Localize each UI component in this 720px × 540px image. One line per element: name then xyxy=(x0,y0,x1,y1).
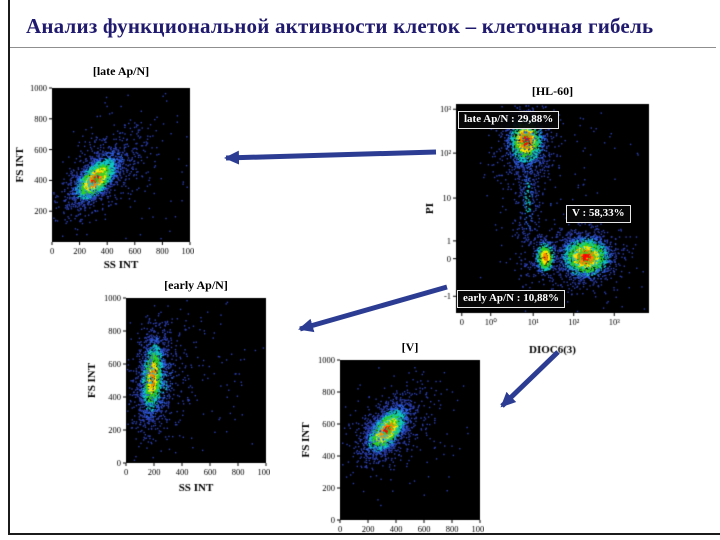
flow-plot-early-apn: [early Ap/N] xyxy=(86,278,270,504)
arrow-to-v xyxy=(500,350,560,408)
scatter-canvas-hl60 xyxy=(424,100,655,359)
plot-title-v: [V] xyxy=(401,340,419,354)
scatter-canvas-late-apn xyxy=(14,80,194,280)
slide-title: Анализ функциональной активности клеток … xyxy=(26,14,654,38)
scatter-canvas-early-apn xyxy=(86,294,270,504)
slide-left-border xyxy=(8,0,10,535)
flow-plot-hl60: [HL-60] late Ap/N : 29,88% V : 58,33% ea… xyxy=(424,84,655,359)
gate-label-late-apn: late Ap/N : 29,88% xyxy=(458,111,560,129)
plot-title-early-apn: [early Ap/N] xyxy=(164,278,228,292)
flow-plot-late-apn: [late Ap/N] xyxy=(14,64,194,280)
gate-label-early-apn: early Ap/N : 10,88% xyxy=(457,290,565,308)
flow-plot-v: [V] xyxy=(300,340,484,540)
gate-label-viable: V : 58,33% xyxy=(566,205,631,223)
scatter-canvas-v xyxy=(300,356,484,540)
plot-title-late-apn: [late Ap/N] xyxy=(92,64,150,78)
title-underline xyxy=(10,47,716,48)
arrow-to-late-apn xyxy=(224,149,437,165)
plot-title-hl60: [HL-60] xyxy=(531,84,574,98)
